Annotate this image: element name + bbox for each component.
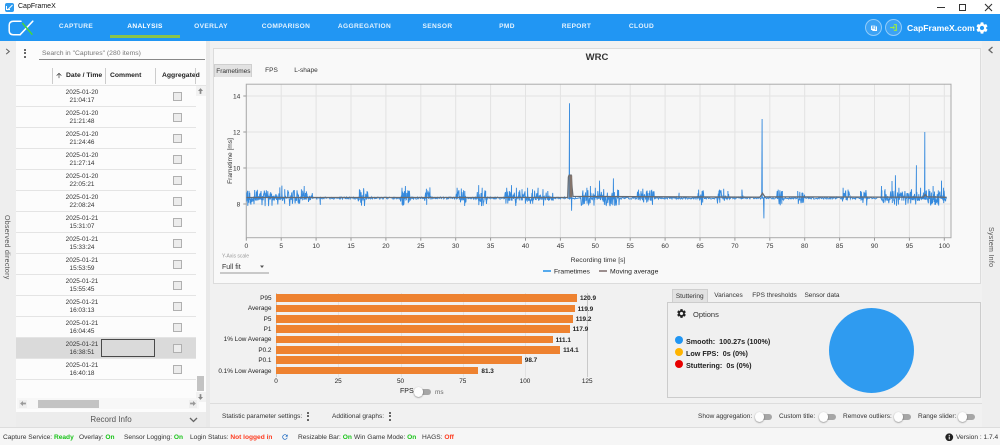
svg-text:Full fit: Full fit: [222, 264, 241, 271]
svg-text:8: 8: [237, 201, 241, 208]
svg-text:30: 30: [452, 243, 460, 250]
svg-text:50: 50: [592, 243, 600, 250]
svg-text:12: 12: [233, 129, 241, 136]
svg-text:95: 95: [906, 243, 914, 250]
svg-text:25: 25: [417, 243, 425, 250]
svg-text:90: 90: [871, 243, 879, 250]
svg-text:20: 20: [382, 243, 390, 250]
svg-text:15: 15: [347, 243, 355, 250]
svg-text:60: 60: [661, 243, 669, 250]
svg-text:10: 10: [233, 165, 241, 172]
svg-text:Recording time [s]: Recording time [s]: [571, 257, 626, 264]
svg-text:40: 40: [522, 243, 530, 250]
svg-text:Moving average: Moving average: [610, 269, 659, 276]
svg-text:65: 65: [696, 243, 704, 250]
svg-text:Y-Axis scale: Y-Axis scale: [222, 254, 249, 260]
svg-text:55: 55: [627, 243, 635, 250]
svg-text:10: 10: [312, 243, 320, 250]
svg-text:80: 80: [801, 243, 809, 250]
svg-text:75: 75: [766, 243, 774, 250]
svg-text:5: 5: [279, 243, 283, 250]
svg-text:70: 70: [731, 243, 739, 250]
svg-text:35: 35: [487, 243, 495, 250]
svg-text:Frametimes: Frametimes: [554, 269, 590, 276]
svg-text:14: 14: [233, 93, 241, 100]
svg-text:100: 100: [939, 243, 950, 250]
svg-text:0: 0: [244, 243, 248, 250]
svg-text:85: 85: [836, 243, 844, 250]
svg-text:Frametime [ms]: Frametime [ms]: [227, 138, 234, 184]
svg-text:45: 45: [557, 243, 565, 250]
